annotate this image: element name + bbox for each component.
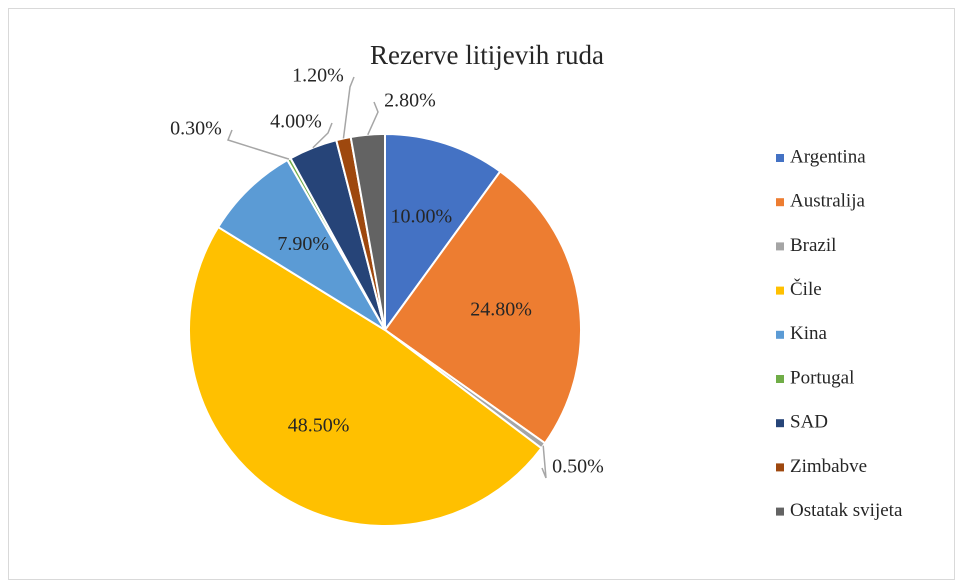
- legend-swatch: [776, 198, 784, 207]
- pie-slice: [383, 170, 582, 445]
- chart-title: Rezerve litijevih ruda: [370, 40, 604, 70]
- legend-swatch: [776, 375, 784, 383]
- legend-swatch: [776, 242, 784, 251]
- leader-line: [541, 445, 547, 479]
- legend-swatch: [776, 286, 784, 295]
- pie-slice: [188, 225, 543, 527]
- legend-label: Australija: [790, 191, 865, 212]
- legend-label: Zimbabve: [790, 456, 867, 477]
- legend-swatch: [776, 463, 784, 472]
- data-label: 48.50%: [288, 415, 350, 437]
- legend-swatch: [776, 154, 784, 162]
- data-label: 1.20%: [292, 65, 344, 87]
- legend-label: Argentina: [790, 146, 866, 167]
- leader-line: [367, 101, 379, 136]
- data-label: 0.50%: [552, 456, 604, 478]
- pie-slice: [216, 158, 386, 331]
- leader-line: [312, 122, 333, 149]
- data-label: 7.90%: [277, 233, 329, 255]
- legend-label: Kina: [790, 323, 828, 344]
- data-label: 4.00%: [270, 111, 322, 133]
- legend-swatch: [776, 507, 784, 516]
- legend-label: Čile: [790, 278, 822, 300]
- legend-swatch: [776, 419, 784, 428]
- data-label: 24.80%: [470, 298, 532, 320]
- data-label: 0.30%: [170, 118, 222, 140]
- legend-label: Portugal: [790, 367, 854, 388]
- legend-swatch: [776, 330, 784, 339]
- legend-label: Brazil: [790, 235, 836, 256]
- data-label: 10.00%: [391, 206, 453, 228]
- legend-label: Ostatak svijeta: [790, 500, 903, 521]
- legend-label: SAD: [790, 412, 828, 433]
- data-label: 2.80%: [384, 90, 436, 112]
- pie-slice: [384, 132, 502, 334]
- leader-line: [227, 129, 290, 160]
- leader-line: [342, 76, 355, 139]
